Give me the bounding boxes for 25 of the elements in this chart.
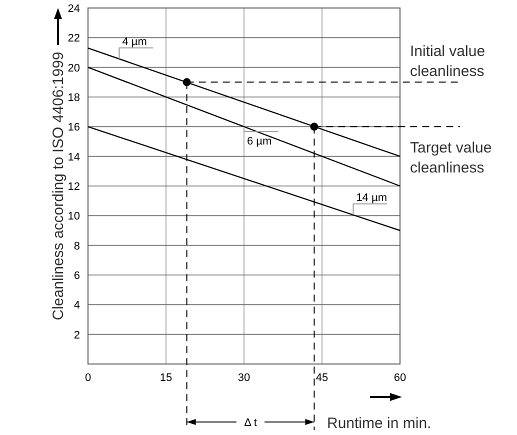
y-tick-label: 6 <box>74 270 80 282</box>
text: Δ t <box>244 417 257 429</box>
y-tick-label: 16 <box>68 122 80 134</box>
series-label: 4 µm <box>122 36 147 48</box>
y-tick-label: 2 <box>74 329 80 342</box>
y-tick-label: 20 <box>68 62 80 74</box>
y-tick-label: 8 <box>74 240 80 252</box>
y-tick-label: 22 <box>68 32 80 45</box>
x-tick-label: 0 <box>84 372 92 384</box>
ref-line-label: Target value cleanliness <box>410 140 492 177</box>
series-label: 14 µm <box>356 192 387 204</box>
y-tick-label: 18 <box>68 92 80 104</box>
y-tick-label: 4 <box>74 300 80 312</box>
y-tick-label: 14 <box>68 151 80 164</box>
y-tick-label: 12 <box>68 181 80 193</box>
x-tick-label: 45 <box>316 372 328 384</box>
series-label: 6 µm <box>247 136 272 148</box>
x-tick-label: 60 <box>394 372 406 384</box>
y-axis-title: Cleanliness according to ISO 4406:1999 <box>50 52 67 320</box>
y-tick-label: 10 <box>68 210 80 223</box>
x-tick-label: 30 <box>238 372 250 384</box>
y-tick-label: 24 <box>68 3 80 15</box>
x-tick-label: 15 <box>160 372 172 384</box>
ref-line-label: Initial value cleanliness <box>410 43 486 80</box>
x-axis-title: Runtime in min. <box>327 415 432 432</box>
